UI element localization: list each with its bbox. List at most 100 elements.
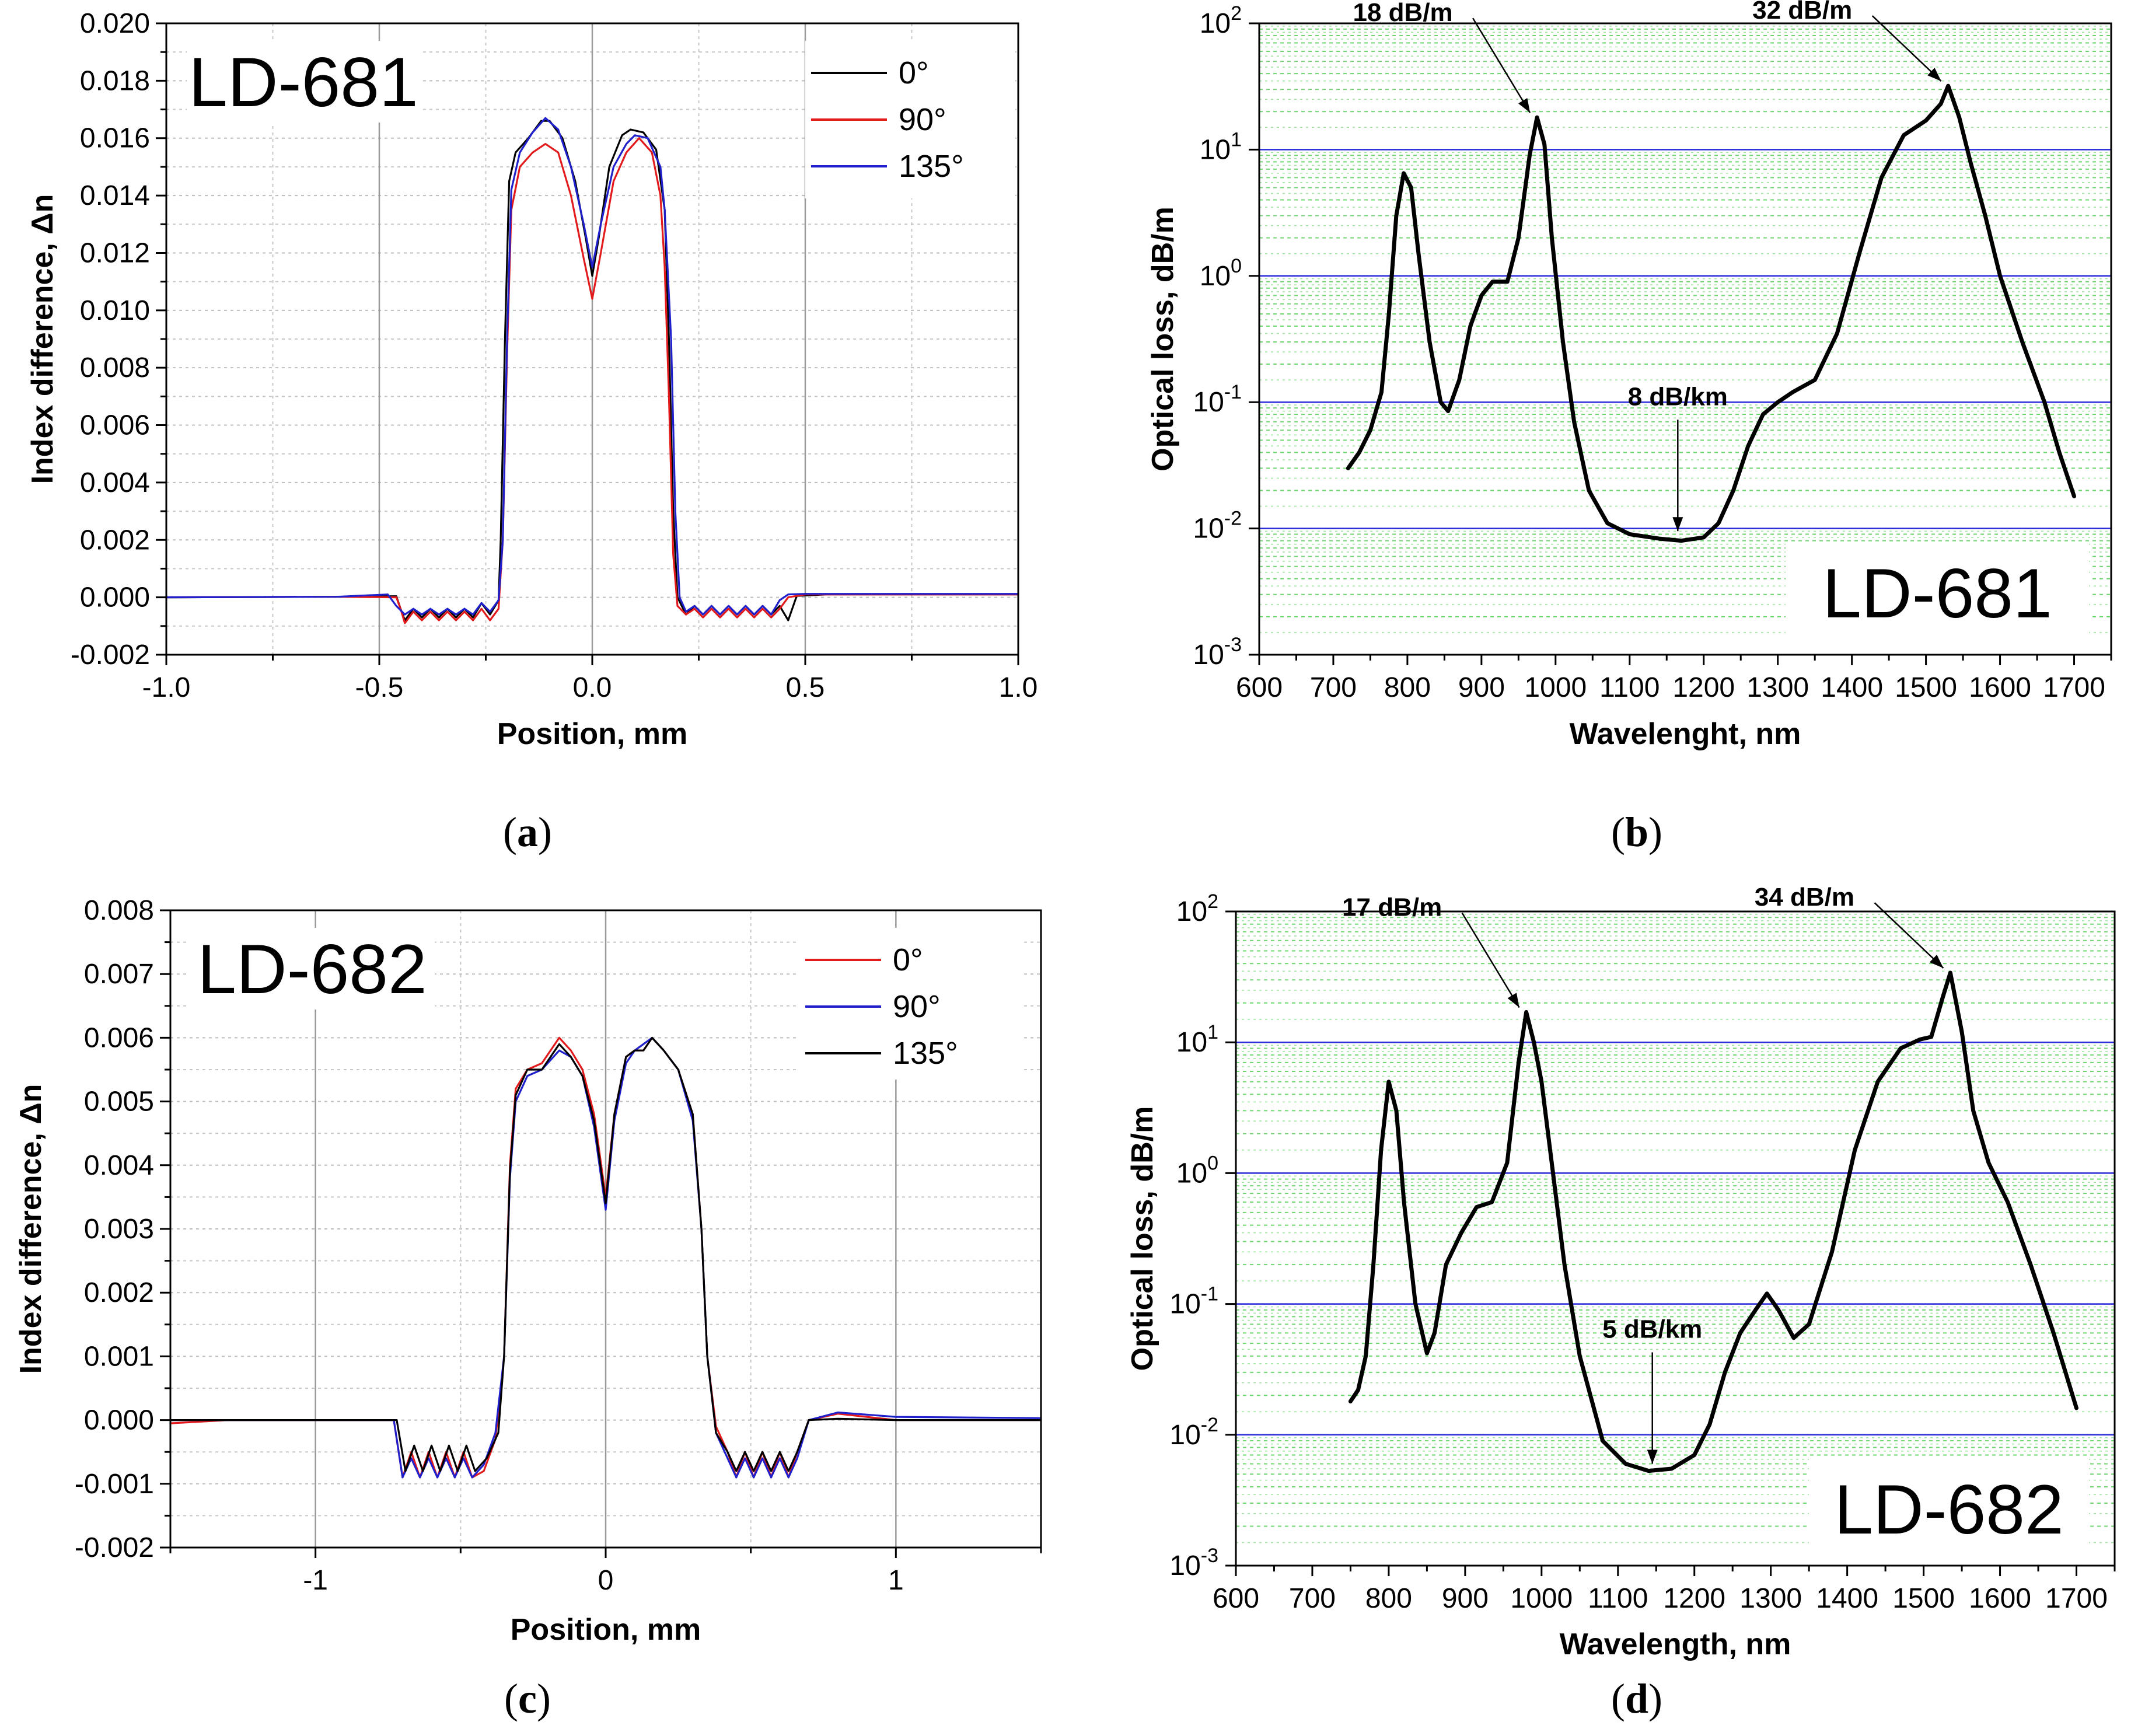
panel-a: -1.0 -0.5 0.0 0.5 1.0 -0.002 0.000 0.002 0.004 0.… xyxy=(26,8,1037,855)
annotation-2: 5 dB/km xyxy=(1602,1315,1702,1464)
x-tick-label: 700 xyxy=(1310,672,1357,703)
caption-paren: ) xyxy=(1648,809,1662,855)
panel-caption: (d) xyxy=(1611,1675,1662,1722)
y-tick-label: 10-2 xyxy=(1169,1414,1218,1451)
y-tick-label: 0.000 xyxy=(84,1405,154,1436)
annotation-label: 32 dB/m xyxy=(1752,0,1852,25)
x-tick-label: 600 xyxy=(1213,1583,1259,1614)
x-tick-label: 1400 xyxy=(1821,672,1883,703)
y-axis-label: Optical loss, dB/m xyxy=(1146,207,1180,471)
sample-label: LD-681 xyxy=(1822,554,2052,633)
y-tick-exp: -1 xyxy=(1201,1283,1218,1305)
annotation-label: 34 dB/m xyxy=(1755,883,1854,911)
annotation-arrow-head xyxy=(1647,1449,1658,1464)
y-tick-base: 10 xyxy=(1169,1550,1200,1581)
series-line-0 xyxy=(1348,970,2078,1473)
x-tick-label: 1600 xyxy=(1969,1583,2031,1614)
x-tick-label: 1200 xyxy=(1672,672,1735,703)
series-line-1 xyxy=(165,137,1019,624)
series-line-2 xyxy=(169,1036,1042,1472)
annotation-1: 34 dB/m xyxy=(1755,883,1944,969)
x-tick-label: 1700 xyxy=(2043,672,2105,703)
annotation-arrow-line xyxy=(1472,18,1531,113)
caption-letter: a xyxy=(517,809,538,855)
y-tick-exp: 0 xyxy=(1231,255,1242,277)
panel-d: 600 700 800 900 1000 1100 1200 1300 1400 1500 1600… xyxy=(1126,883,2116,1722)
y-tick-label: 101 xyxy=(1176,1021,1218,1058)
legend-label-0: 0° xyxy=(899,55,929,90)
x-tick-label: 800 xyxy=(1384,672,1431,703)
y-tick-label: 100 xyxy=(1200,255,1242,292)
y-tick-label: 0.020 xyxy=(80,8,150,39)
legend-label-2: 135° xyxy=(899,149,964,184)
panel-caption: (b) xyxy=(1611,809,1662,855)
y-tick-base: 10 xyxy=(1193,514,1224,544)
y-tick-label: 0.008 xyxy=(80,352,150,383)
annotation-arrow-head xyxy=(1927,68,1941,82)
x-tick-label: 0.0 xyxy=(573,672,612,703)
annotation-label: 17 dB/m xyxy=(1342,893,1442,922)
y-tick-exp: -2 xyxy=(1224,508,1242,530)
y-tick-label: 0.004 xyxy=(84,1150,154,1181)
panel-c: -1 0 1 -0.002 -0.001 0.000 0.001 0.002 0.003 0.00… xyxy=(14,895,1042,1722)
x-tick-label: 1500 xyxy=(1892,1583,1955,1614)
y-tick-label: 10-2 xyxy=(1193,508,1242,544)
x-tick-label: 0 xyxy=(598,1565,614,1596)
y-tick-exp: 0 xyxy=(1207,1152,1218,1174)
annotation-0: 18 dB/m xyxy=(1353,0,1531,113)
annotation-label: 5 dB/km xyxy=(1602,1315,1702,1343)
y-tick-label: 10-1 xyxy=(1169,1283,1218,1320)
annotation-0: 17 dB/m xyxy=(1342,893,1520,1008)
panel-caption: (c) xyxy=(504,1675,551,1722)
caption-paren: ) xyxy=(537,1675,551,1722)
y-tick-label: 10-1 xyxy=(1193,381,1242,418)
x-tick-label: 900 xyxy=(1442,1583,1489,1614)
y-tick-exp: -2 xyxy=(1201,1414,1218,1436)
y-tick-label: 10-3 xyxy=(1169,1545,1218,1581)
y-tick-base: 10 xyxy=(1169,1289,1200,1320)
y-tick-label: 100 xyxy=(1176,1152,1218,1189)
y-tick-label: 0.003 xyxy=(84,1214,154,1245)
caption-letter: d xyxy=(1625,1675,1648,1722)
x-tick-label: 1600 xyxy=(1969,672,2031,703)
sample-label-bg xyxy=(1809,1459,2089,1552)
sample-label: LD-682 xyxy=(197,930,427,1008)
x-tick-label: 600 xyxy=(1236,672,1283,703)
legend: 0° 90° 135° xyxy=(799,928,1021,1080)
plot-frame xyxy=(1235,910,2116,1567)
y-tick-base: 10 xyxy=(1193,640,1224,670)
y-tick-label: 10-3 xyxy=(1193,634,1242,670)
y-tick-base: 10 xyxy=(1200,134,1231,165)
annotation-arrow-line xyxy=(1461,912,1520,1008)
sample-label-bg xyxy=(1786,543,2089,636)
annotation-arrow-head xyxy=(1507,993,1519,1008)
y-tick-label: 101 xyxy=(1200,128,1242,165)
caption-paren: ) xyxy=(1648,1675,1662,1722)
y-tick-base: 10 xyxy=(1200,261,1231,292)
y-tick-label: 0.000 xyxy=(80,582,150,613)
caption-paren: ) xyxy=(538,809,552,855)
y-tick-base: 10 xyxy=(1193,387,1224,418)
legend: 0° 90° 135° xyxy=(805,41,1015,198)
y-tick-exp: 2 xyxy=(1207,890,1218,913)
annotation-arrow-line xyxy=(1871,15,1942,82)
x-tick-label: 900 xyxy=(1458,672,1505,703)
x-tick-label: 1 xyxy=(888,1565,904,1596)
plot-frame xyxy=(1258,22,2112,656)
sample-label-bg xyxy=(187,41,420,123)
y-tick-exp: 2 xyxy=(1231,2,1242,25)
legend-label-0: 0° xyxy=(893,942,923,977)
y-tick-exp: -3 xyxy=(1224,634,1242,656)
major-grid xyxy=(1236,1041,2115,1436)
y-tick-label: -0.001 xyxy=(75,1469,154,1500)
caption-paren: ( xyxy=(1611,1675,1625,1722)
legend-label-1: 90° xyxy=(899,102,946,137)
sample-label: LD-681 xyxy=(188,43,418,121)
x-axis-label: Position, mm xyxy=(511,1613,701,1647)
y-axis-label: Optical loss, dB/m xyxy=(1126,1106,1159,1371)
annotation-label: 8 dB/km xyxy=(1628,382,1728,411)
y-tick-base: 10 xyxy=(1176,1158,1207,1189)
x-axis-label: Wavelenght, nm xyxy=(1570,717,1801,751)
y-tick-label: 102 xyxy=(1176,890,1218,927)
y-tick-label: -0.002 xyxy=(75,1532,154,1563)
